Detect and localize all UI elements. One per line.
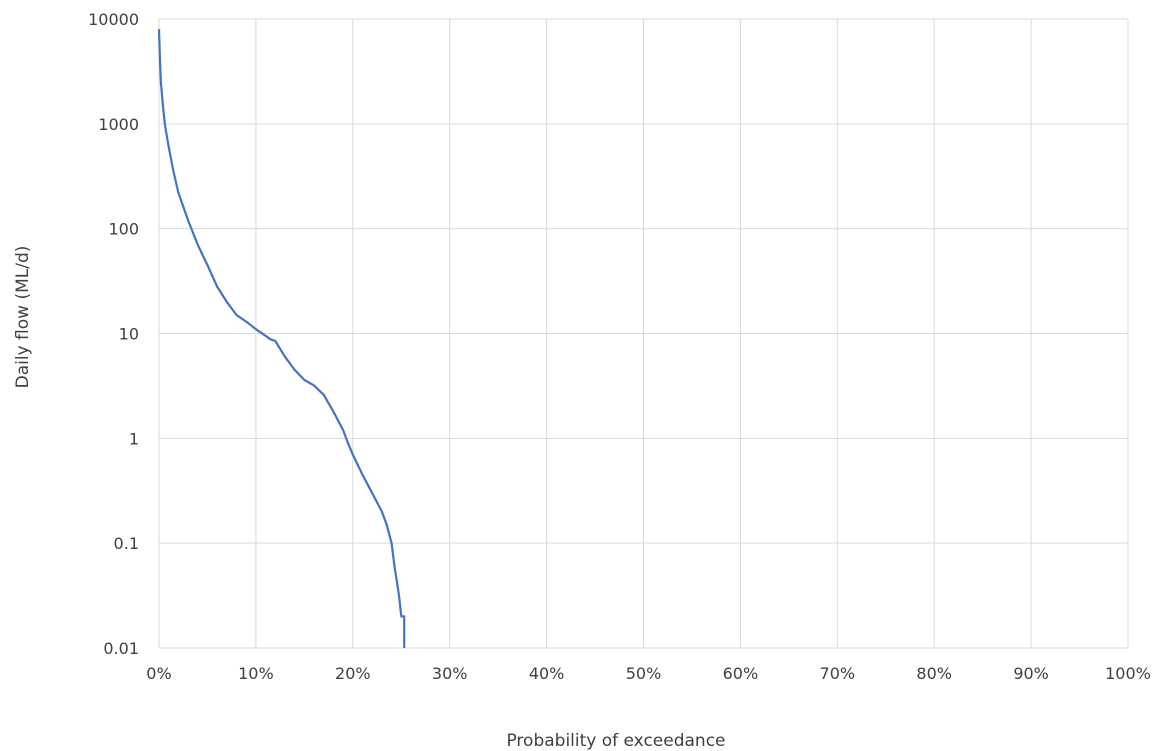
flow-duration-line: [157, 29, 406, 648]
x-tick-label: 100%: [1105, 664, 1151, 683]
y-axis-title: Daily flow (ML/d): [13, 246, 33, 389]
x-tick-label: 50%: [626, 664, 662, 683]
x-tick-label: 20%: [335, 664, 371, 683]
x-tick-label: 40%: [529, 664, 565, 683]
y-tick-label: 0.1: [114, 534, 139, 553]
x-tick-label: 10%: [238, 664, 274, 683]
y-tick-label: 1000: [98, 115, 139, 134]
x-tick-label: 70%: [820, 664, 856, 683]
y-axis-tick-labels: 0.01 0.1 1 10 100 1000 10000: [88, 10, 139, 658]
x-tick-label: 90%: [1013, 664, 1049, 683]
x-axis-tick-labels: 0% 10% 20% 30% 40% 50% 60% 70% 80% 90% 100%: [146, 664, 1151, 683]
x-tick-label: 60%: [723, 664, 759, 683]
y-tick-label: 0.01: [103, 639, 139, 658]
y-tick-label: 10: [119, 325, 139, 344]
x-axis-title: Probability of exceedance: [506, 731, 725, 751]
y-tick-label: 1: [129, 429, 139, 448]
series-layer: [157, 29, 406, 648]
grid: [158, 18, 1129, 649]
y-tick-label: 100: [108, 220, 139, 239]
x-tick-label: 30%: [432, 664, 468, 683]
y-tick-label: 10000: [88, 10, 139, 29]
x-tick-label: 80%: [916, 664, 952, 683]
x-tick-label: 0%: [146, 664, 171, 683]
